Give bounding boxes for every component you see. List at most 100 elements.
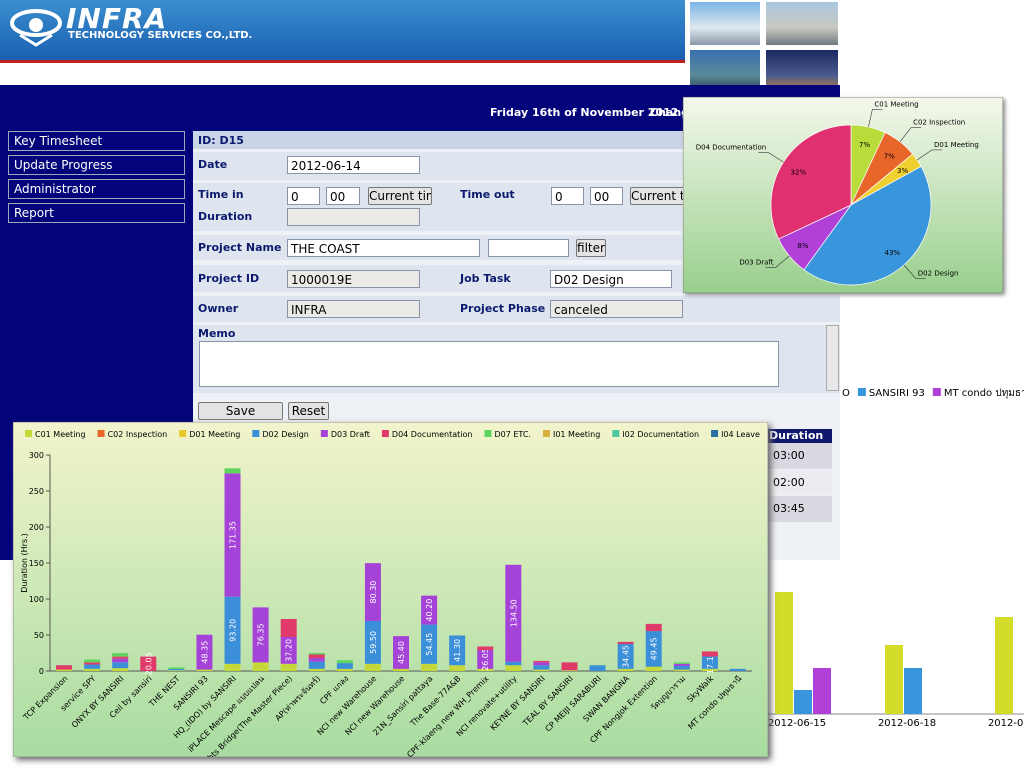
bar-segment (505, 661, 522, 666)
legend-swatch (252, 430, 260, 437)
bar-segment (533, 662, 550, 666)
legend-swatch (857, 388, 866, 396)
pie-panel: 7% C01 Meeting 7% C02 Inspection 3% D01 Meeti… (683, 97, 1003, 293)
data-label: 40.20 (425, 599, 434, 622)
legend-label: I04 Leave (721, 430, 760, 439)
bar-segment (140, 656, 157, 671)
bar-segment (533, 660, 550, 663)
legend-swatch (179, 430, 187, 437)
bar-segment (112, 656, 129, 659)
bar-segment (364, 620, 381, 664)
select[interactable]: 0 (551, 187, 584, 205)
button[interactable]: filter (576, 239, 606, 257)
slice-label: D04 Documentation (696, 143, 767, 151)
table-header: Duration (765, 429, 832, 443)
button[interactable]: Current time (368, 187, 432, 205)
y-tick-label: 200 (29, 523, 44, 532)
text-input[interactable] (488, 239, 569, 257)
x-tick-label: 2012-06-21 (988, 718, 1024, 729)
duration-input[interactable] (287, 208, 420, 226)
bar-segment (84, 668, 101, 671)
bar-segment (617, 641, 634, 645)
stacked-chart-panel: 0 50 100 150 200 250 300 Duration (Hrs.) C01 Mee… (13, 422, 768, 757)
button[interactable]: Reset (288, 402, 329, 420)
legend-label: D02 Design (262, 430, 309, 439)
data-label: 41.30 (453, 639, 462, 662)
legend-swatch (612, 430, 620, 437)
memo-textarea[interactable] (199, 341, 779, 387)
panel-bg (13, 422, 768, 757)
bar-segment (168, 667, 185, 669)
bar-segment (589, 665, 606, 671)
legend-label: D04 Documentation (392, 430, 473, 439)
legend-label: MT condo ปทุมธานี (944, 387, 1024, 399)
leader-line (775, 255, 790, 268)
form-row (193, 131, 840, 149)
slice-label: D03 Draft (739, 258, 773, 266)
bar-segment (561, 662, 578, 671)
text-input[interactable]: canceled (550, 300, 683, 318)
data-label: 93.20 (229, 619, 238, 642)
slice-label: D01 Meeting (934, 141, 979, 149)
bar-segment (84, 664, 101, 669)
scrollbar[interactable] (826, 325, 839, 391)
menu-item[interactable]: Update Progress (8, 155, 185, 175)
bar-segment (505, 665, 522, 671)
bar-segment (308, 668, 325, 671)
bar (813, 668, 831, 714)
table-cell: 02:00 (765, 470, 832, 495)
legend-label: C01 Meeting (35, 430, 86, 439)
bar (775, 592, 793, 714)
legend-swatch (25, 430, 32, 437)
label: Project ID (198, 272, 260, 285)
bar-segment (645, 623, 662, 632)
text-input[interactable]: 1000019E (287, 270, 420, 288)
label: Duration (198, 210, 253, 223)
bar-segment (224, 663, 241, 671)
data-label: 76.35 (257, 623, 266, 646)
select[interactable]: D02 Design (550, 270, 672, 288)
bar-segment (701, 656, 718, 669)
header-rule (0, 60, 685, 63)
bar-segment (477, 646, 494, 651)
bar-segment (56, 665, 73, 670)
data-label: 37.20 (285, 639, 294, 662)
legend-label: I02 Documentation (622, 430, 699, 439)
text-input[interactable]: INFRA (287, 300, 420, 318)
data-label: 45.40 (397, 641, 406, 664)
slice-percent: 7% (884, 153, 895, 161)
bar-segment (84, 662, 101, 665)
menu-item[interactable]: Administrator (8, 179, 185, 199)
legend-label: D07 ETC. (494, 430, 530, 439)
select[interactable]: 0 (287, 187, 320, 205)
bar-segment (533, 669, 550, 671)
label: Job Task (460, 272, 511, 285)
bar-segment (252, 662, 269, 671)
bar-segment (308, 658, 325, 662)
data-label: 34.45 (622, 645, 631, 668)
legend-label: D03 Draft (331, 430, 370, 439)
data-label: 20.05 (144, 652, 153, 675)
select[interactable]: 00 (326, 187, 360, 205)
bar-segment (673, 665, 690, 670)
leader-line (916, 149, 933, 161)
bar-segment (224, 596, 241, 664)
menu-item[interactable]: Report (8, 203, 185, 223)
data-label: 48.35 (200, 641, 209, 664)
select[interactable]: 00 (590, 187, 623, 205)
label: Time in (198, 188, 244, 201)
select[interactable]: THE COAST (287, 239, 480, 257)
slice-label: D02 Design (918, 270, 959, 278)
menu-item[interactable]: Key Timesheet (8, 131, 185, 151)
bar-segment (168, 668, 185, 671)
company-name: TECHNOLOGY SERVICES CO.,LTD. (68, 30, 253, 41)
table-cell: 03:00 (765, 443, 832, 469)
label: Memo (198, 327, 236, 340)
button[interactable]: Save (198, 402, 283, 420)
date-input[interactable]: 2012-06-14 (287, 156, 420, 174)
legend-label: I01 Meeting (553, 430, 600, 439)
bar-segment (701, 651, 718, 657)
legend-label: C02 Inspection (108, 430, 168, 439)
bar-segment (112, 653, 129, 657)
